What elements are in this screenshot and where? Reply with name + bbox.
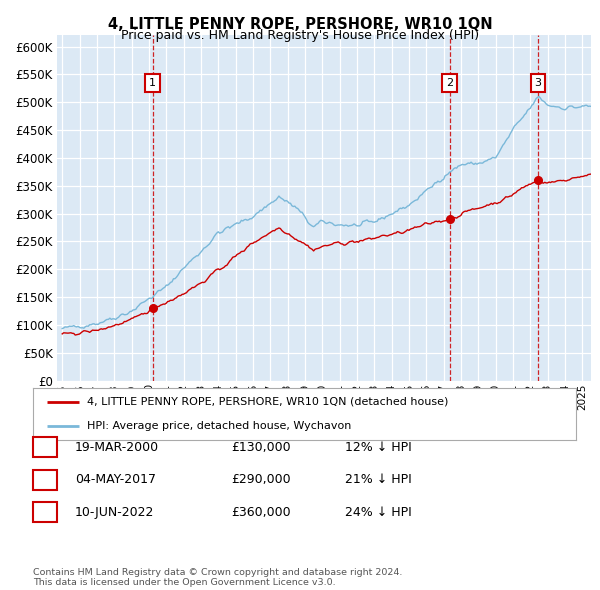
Text: HPI: Average price, detached house, Wychavon: HPI: Average price, detached house, Wych… bbox=[88, 421, 352, 431]
Text: 1: 1 bbox=[149, 78, 156, 88]
Text: 4, LITTLE PENNY ROPE, PERSHORE, WR10 1QN (detached house): 4, LITTLE PENNY ROPE, PERSHORE, WR10 1QN… bbox=[88, 396, 449, 407]
Text: £130,000: £130,000 bbox=[231, 441, 290, 454]
Text: 21% ↓ HPI: 21% ↓ HPI bbox=[345, 473, 412, 486]
Text: 04-MAY-2017: 04-MAY-2017 bbox=[75, 473, 156, 486]
Text: 3: 3 bbox=[535, 78, 541, 88]
Text: £290,000: £290,000 bbox=[231, 473, 290, 486]
Text: 19-MAR-2000: 19-MAR-2000 bbox=[75, 441, 159, 454]
Text: 24% ↓ HPI: 24% ↓ HPI bbox=[345, 506, 412, 519]
Text: 1: 1 bbox=[41, 441, 49, 454]
Text: 12% ↓ HPI: 12% ↓ HPI bbox=[345, 441, 412, 454]
Text: Price paid vs. HM Land Registry's House Price Index (HPI): Price paid vs. HM Land Registry's House … bbox=[121, 30, 479, 42]
Text: 3: 3 bbox=[41, 506, 49, 519]
Text: 10-JUN-2022: 10-JUN-2022 bbox=[75, 506, 154, 519]
Text: 2: 2 bbox=[446, 78, 453, 88]
Text: £360,000: £360,000 bbox=[231, 506, 290, 519]
Text: Contains HM Land Registry data © Crown copyright and database right 2024.
This d: Contains HM Land Registry data © Crown c… bbox=[33, 568, 403, 587]
Text: 2: 2 bbox=[41, 473, 49, 486]
Text: 4, LITTLE PENNY ROPE, PERSHORE, WR10 1QN: 4, LITTLE PENNY ROPE, PERSHORE, WR10 1QN bbox=[107, 17, 493, 31]
